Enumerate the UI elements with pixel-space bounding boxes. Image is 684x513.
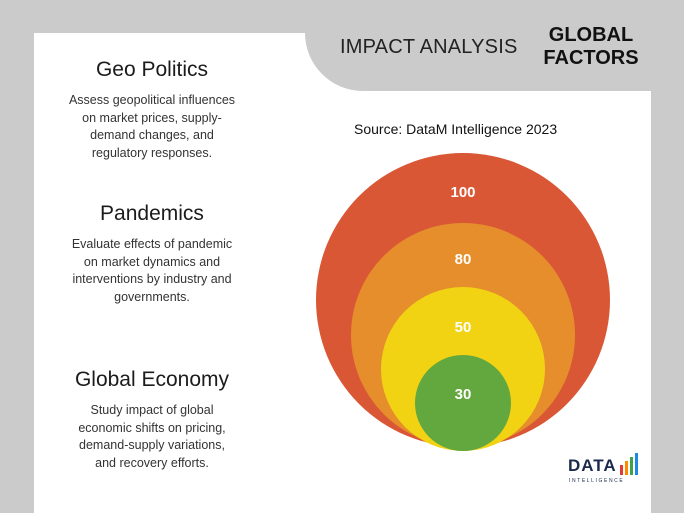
header-tab — [305, 0, 684, 91]
ring-label: 80 — [455, 251, 472, 268]
badge-line-2: FACTORS — [543, 47, 639, 69]
logo-bar — [630, 457, 633, 475]
factor-title: Global Economy — [74, 368, 230, 391]
factor-description: Assess geopolitical influences on market… — [68, 93, 236, 160]
global-factors-badge: GLOBAL FACTORS — [532, 24, 650, 70]
factor-geo-politics: Geo Politics Assess geopolitical influen… — [62, 58, 242, 162]
badge-line-1: GLOBAL — [548, 24, 634, 46]
datam-intelligence-logo: DATA INTELLIGENCE — [568, 452, 642, 488]
factor-global-economy: Global Economy Study impact of global ec… — [62, 368, 242, 472]
logo-bar — [620, 465, 623, 475]
logo-bar — [635, 453, 638, 475]
logo-bars-icon — [620, 453, 638, 475]
factor-title: Pandemics — [100, 202, 204, 225]
ring-label: 100 — [450, 184, 475, 201]
factor-pandemics: Pandemics Evaluate effects of pandemic o… — [62, 202, 242, 306]
ring-label: 50 — [455, 319, 472, 336]
logo-bar — [625, 461, 628, 475]
ring-label: 30 — [455, 386, 472, 403]
logo-subtitle: INTELLIGENCE — [569, 478, 625, 484]
logo-wordmark: DATA — [568, 456, 617, 475]
ring-30 — [415, 355, 511, 451]
factor-description: Study impact of global economic shifts o… — [78, 403, 226, 470]
factor-title: Geo Politics — [95, 58, 209, 81]
factor-description: Evaluate effects of pandemic on market d… — [71, 237, 233, 304]
source-caption: Source: DataM Intelligence 2023 — [354, 121, 558, 137]
header-title: IMPACT ANALYSIS — [340, 36, 518, 58]
